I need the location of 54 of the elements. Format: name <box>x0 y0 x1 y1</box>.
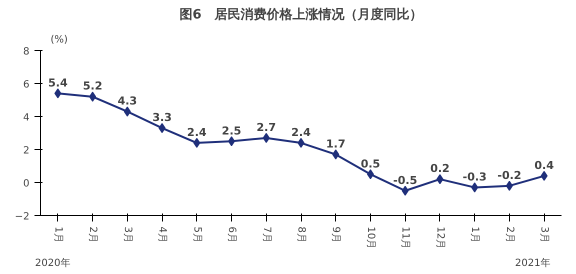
y-tick-label: −2 <box>14 212 30 222</box>
x-tick-label: 6月 <box>226 226 238 243</box>
y-tick-label: 6 <box>23 80 30 90</box>
x-tick-label: 12月 <box>434 226 446 250</box>
data-label: -0.2 <box>497 168 522 182</box>
y-axis-title: (%) <box>50 34 68 46</box>
y-tick-label: 8 <box>23 46 30 58</box>
y-tick-label: 0 <box>23 178 30 190</box>
data-label: -0.5 <box>393 174 418 187</box>
point <box>193 138 200 148</box>
x-tick-label: 5月 <box>191 226 202 243</box>
text: 2021年 <box>515 257 550 271</box>
x-tick-label: 8月 <box>296 226 306 243</box>
text: 2020年 <box>35 257 70 271</box>
data-label: 2.4 <box>291 126 312 139</box>
point <box>471 182 478 192</box>
data-label: 2.4 <box>187 126 207 139</box>
x-tick-label: 7月 <box>260 226 272 243</box>
y-tick-label: 2 <box>23 146 30 156</box>
point <box>262 132 270 143</box>
data-label: 5.4 <box>48 76 68 90</box>
data-label: 4.3 <box>118 94 138 108</box>
point <box>436 174 444 184</box>
point <box>402 186 409 196</box>
chart-title: 图6 居民消费价格上涨情况（月度同比） <box>179 6 423 22</box>
x-tick-label: 9月 <box>330 226 342 243</box>
data-label: 3.3 <box>152 111 172 124</box>
data-label: 1.7 <box>326 137 346 150</box>
x-tick-label: 1月 <box>52 226 64 243</box>
x-tick-label: 3月 <box>538 226 550 243</box>
point <box>332 149 340 160</box>
x-tick-label: 2月 <box>87 226 98 243</box>
data-label: 0.2 <box>430 162 450 176</box>
point <box>366 169 374 180</box>
point <box>54 88 62 98</box>
x-tick-label: 4月 <box>156 226 168 243</box>
data-label: 0.4 <box>534 158 554 172</box>
x-tick-label: 3月 <box>122 226 133 243</box>
point <box>124 106 131 117</box>
point <box>89 92 96 102</box>
point <box>540 170 548 181</box>
point <box>228 136 236 146</box>
point <box>158 123 166 134</box>
x-tick-label: 10月 <box>364 226 376 250</box>
data-label: -0.3 <box>462 170 487 184</box>
data-label: 2.5 <box>222 124 242 138</box>
data-label: 0.5 <box>360 157 380 170</box>
x-tick-label: 2月 <box>504 226 515 243</box>
data-label: 2.7 <box>256 120 276 134</box>
y-tick-label: 4 <box>23 112 30 124</box>
data-label: 5.2 <box>82 80 102 93</box>
x-tick-label: 11月 <box>400 226 411 250</box>
x-tick-label: 1月 <box>469 226 480 243</box>
point <box>506 180 513 191</box>
